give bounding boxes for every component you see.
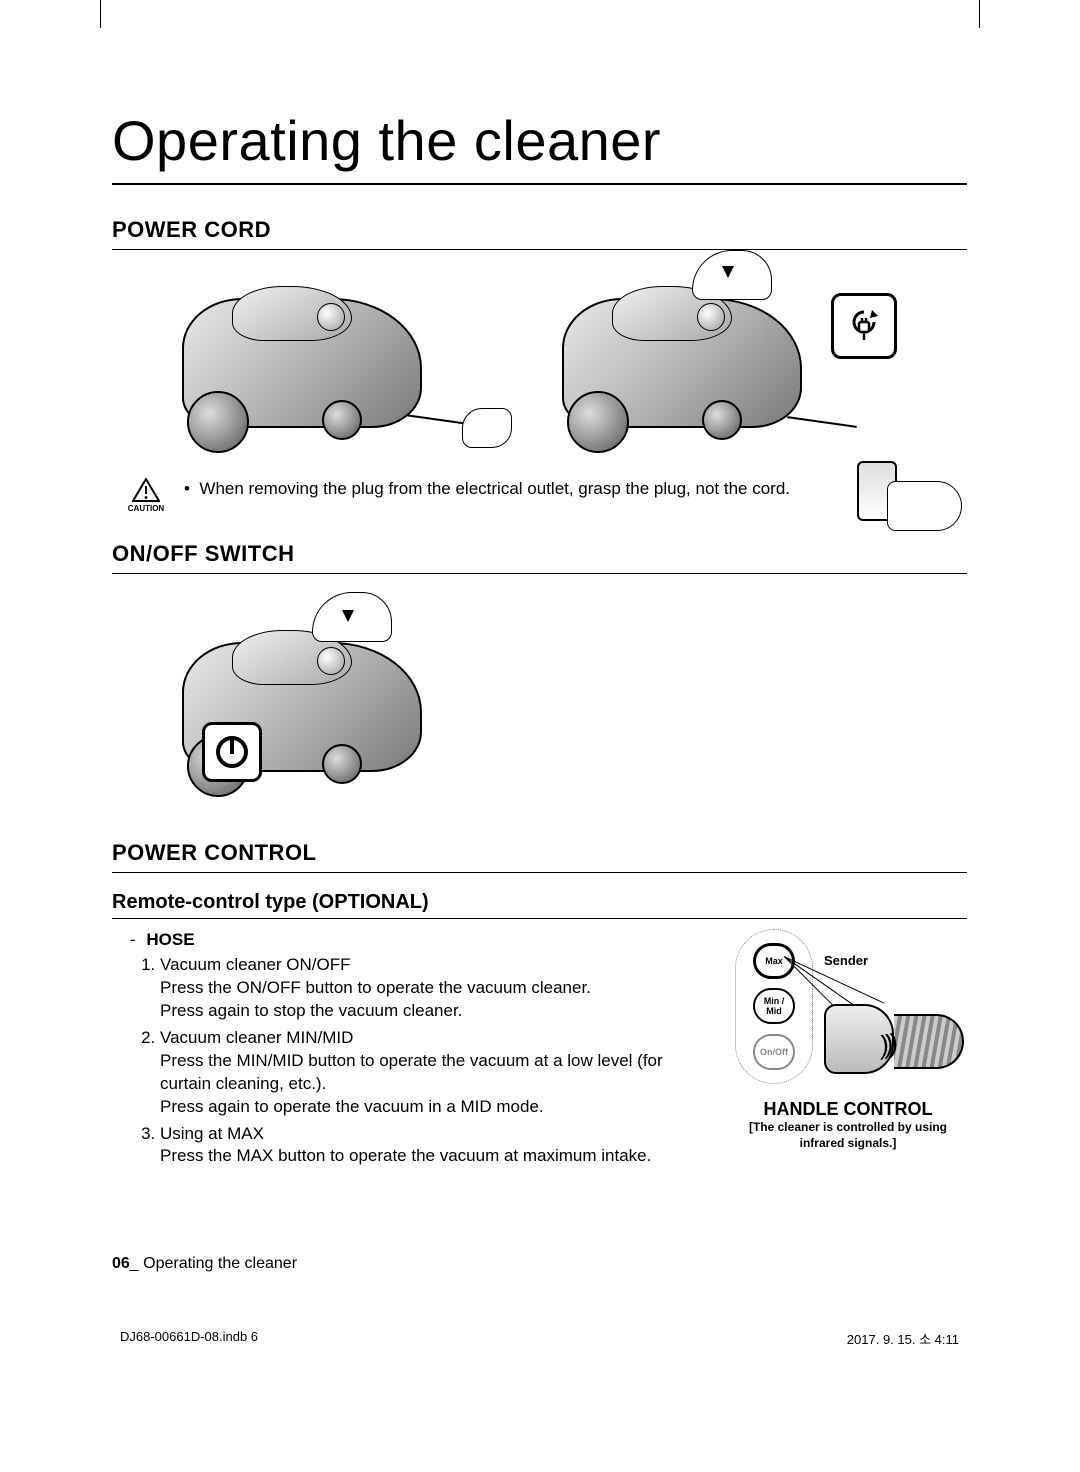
hose-section: - HOSE Vacuum cleaner ON/OFF Press the O… — [112, 929, 967, 1172]
bullet: • — [184, 479, 190, 498]
subheading-remote: Remote-control type (OPTIONAL) — [112, 891, 967, 919]
caution-body: When removing the plug from the electric… — [199, 479, 790, 498]
illus-onoff — [162, 592, 502, 812]
remote-btn-onoff: On/Off — [753, 1034, 795, 1070]
manual-page: Operating the cleaner POWER CORD — [112, 48, 967, 1388]
handle-graphic: ))) — [824, 984, 959, 1094]
hose-item-3-line1: Press the MAX button to operate the vacu… — [160, 1145, 711, 1168]
footer-text: Operating the cleaner — [143, 1255, 297, 1272]
hose-item-1-line1: Press the ON/OFF button to operate the v… — [160, 977, 711, 1000]
caution-text: • When removing the plug from the electr… — [184, 478, 967, 501]
footer-sep: _ — [130, 1255, 139, 1272]
page-number: 06 — [112, 1255, 130, 1272]
page-footer: 06_ Operating the cleaner — [112, 1255, 297, 1273]
hose-item-2-line1: Press the MIN/MID button to operate the … — [160, 1050, 711, 1096]
print-footer: DJ68-00661D-08.indb 6 2017. 9. 15. 소 4:… — [112, 1329, 967, 1348]
caution-icon: CAUTION — [122, 478, 170, 513]
hose-item-2: Vacuum cleaner MIN/MID Press the MIN/MID… — [160, 1027, 711, 1119]
hose-label: HOSE — [146, 930, 194, 949]
illus-cord-retract — [542, 268, 882, 458]
illus-cord-pull — [162, 268, 502, 458]
illus-plug-hand — [857, 461, 967, 541]
hose-item-2-line2: Press again to operate the vacuum in a M… — [160, 1096, 711, 1119]
caution-label: CAUTION — [128, 504, 164, 513]
heading-power-cord: POWER CORD — [112, 217, 967, 250]
remote-illustration: Max Min / Mid On/Off Sender ))) HANDLE C… — [729, 929, 967, 1151]
page-title: Operating the cleaner — [112, 108, 967, 185]
handle-control-sub: [The cleaner is controlled by using infr… — [729, 1120, 967, 1151]
caution-row: CAUTION • When removing the plug from th… — [122, 478, 967, 513]
power-icon — [202, 722, 262, 782]
remote-btn-minmid: Min / Mid — [753, 988, 795, 1024]
hose-list: Vacuum cleaner ON/OFF Press the ON/OFF b… — [160, 954, 711, 1168]
sender-label: Sender — [824, 953, 868, 968]
power-cord-illustrations — [162, 268, 967, 458]
hose-item-3-title: Using at MAX — [160, 1124, 264, 1143]
hose-item-1-line2: Press again to stop the vacuum cleaner. — [160, 1000, 711, 1023]
hose-item-1: Vacuum cleaner ON/OFF Press the ON/OFF b… — [160, 954, 711, 1023]
hose-dash: - — [130, 930, 136, 949]
print-date: 2017. 9. 15. 소 4:11 — [847, 1329, 959, 1348]
hose-item-2-title: Vacuum cleaner MIN/MID — [160, 1028, 353, 1047]
handle-control-title: HANDLE CONTROL — [729, 1099, 967, 1120]
hose-item-1-title: Vacuum cleaner ON/OFF — [160, 955, 351, 974]
remote-panel: Max Min / Mid On/Off — [735, 929, 813, 1084]
heading-power-control: POWER CONTROL — [112, 840, 967, 873]
heading-onoff: ON/OFF SWITCH — [112, 541, 967, 574]
print-file: DJ68-00661D-08.indb 6 — [120, 1329, 258, 1348]
plug-retract-icon — [831, 293, 897, 359]
hose-item-3: Using at MAX Press the MAX button to ope… — [160, 1123, 711, 1169]
